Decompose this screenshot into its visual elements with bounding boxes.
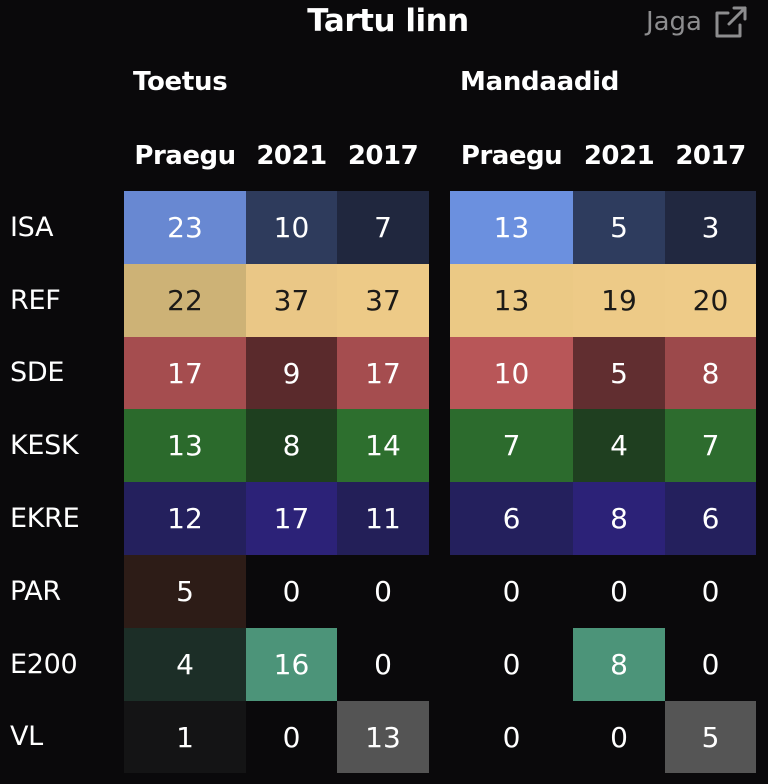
cell-toetus-ref-praegu: 22 — [124, 264, 246, 337]
external-link-icon — [715, 6, 747, 38]
column-header-toetus-2017: 2017 — [347, 141, 419, 171]
cell-mandaadid-e200-2021: 8 — [573, 628, 665, 701]
cell-mandaadid-e200-praegu: 0 — [502, 648, 521, 681]
row-label-isa: ISA — [10, 212, 54, 243]
cell-toetus-ekre-2021: 17 — [246, 482, 337, 555]
cell-toetus-vl-2017: 13 — [337, 701, 429, 773]
cell-toetus-ekre-2017: 11 — [337, 482, 429, 555]
cell-toetus-vl-2021: 0 — [282, 720, 301, 754]
cell-mandaadid-par-2021: 0 — [610, 575, 628, 608]
cell-mandaadid-ekre-2021: 8 — [573, 482, 665, 555]
column-header-mandaadid-2021: 2021 — [583, 141, 655, 171]
row-label-ref: REF — [10, 285, 61, 316]
row-label-ekre: EKRE — [10, 503, 80, 534]
cell-mandaadid-kesk-2017: 7 — [665, 409, 756, 482]
column-header-mandaadid-2017: 2017 — [675, 141, 746, 171]
cell-mandaadid-ref-2021: 19 — [573, 264, 665, 337]
share-button[interactable]: Jaga — [646, 2, 748, 42]
cell-toetus-kesk-praegu: 13 — [124, 409, 246, 482]
cell-toetus-vl-praegu: 1 — [124, 701, 246, 773]
group-title-mandaadid: Mandaadid — [460, 67, 620, 97]
cell-toetus-ref-2017: 37 — [337, 264, 429, 337]
share-label: Jaga — [645, 7, 702, 37]
cell-toetus-isa-2021: 10 — [246, 191, 337, 264]
row-label-par: PAR — [10, 576, 61, 607]
cell-mandaadid-isa-praegu: 13 — [450, 191, 573, 264]
cell-mandaadid-kesk-praegu: 7 — [450, 409, 573, 482]
column-header-mandaadid-praegu: Praegu — [460, 141, 563, 171]
cell-toetus-par-praegu: 5 — [124, 555, 246, 628]
cell-toetus-sde-2021: 9 — [246, 337, 337, 409]
cell-toetus-kesk-2017: 14 — [337, 409, 429, 482]
cell-toetus-kesk-2021: 8 — [246, 409, 337, 482]
cell-toetus-ekre-praegu: 12 — [124, 482, 246, 555]
column-header-toetus-2021: 2021 — [256, 141, 327, 171]
cell-toetus-e200-2017: 0 — [374, 648, 392, 681]
row-label-kesk: KESK — [10, 430, 79, 461]
cell-mandaadid-par-praegu: 0 — [502, 575, 521, 608]
cell-mandaadid-sde-2017: 8 — [665, 337, 756, 409]
row-label-vl: VL — [10, 721, 43, 752]
group-title-toetus: Toetus — [133, 67, 228, 97]
cell-mandaadid-vl-2021: 0 — [610, 720, 628, 754]
row-label-e200: E200 — [10, 649, 78, 680]
column-header-toetus-praegu: Praegu — [134, 141, 236, 171]
cell-mandaadid-ekre-2017: 6 — [665, 482, 756, 555]
cell-toetus-ref-2021: 37 — [246, 264, 337, 337]
cell-toetus-e200-2021: 16 — [246, 628, 337, 701]
cell-mandaadid-ref-praegu: 13 — [450, 264, 573, 337]
cell-toetus-sde-praegu: 17 — [124, 337, 246, 409]
cell-mandaadid-sde-praegu: 10 — [450, 337, 573, 409]
cell-toetus-e200-praegu: 4 — [124, 628, 246, 701]
cell-mandaadid-par-2017: 0 — [701, 575, 720, 608]
cell-toetus-par-2017: 0 — [374, 575, 392, 608]
cell-toetus-isa-praegu: 23 — [124, 191, 246, 264]
cell-mandaadid-isa-2021: 5 — [573, 191, 665, 264]
cell-toetus-par-2021: 0 — [282, 575, 301, 608]
cell-toetus-isa-2017: 7 — [337, 191, 429, 264]
cell-mandaadid-ekre-praegu: 6 — [450, 482, 573, 555]
cell-mandaadid-e200-2017: 0 — [701, 648, 720, 681]
cell-mandaadid-sde-2021: 5 — [573, 337, 665, 409]
cell-mandaadid-vl-2017: 5 — [665, 701, 756, 773]
page-title: Tartu linn — [307, 3, 469, 39]
cell-mandaadid-ref-2017: 20 — [665, 264, 756, 337]
cell-toetus-sde-2017: 17 — [337, 337, 429, 409]
row-label-sde: SDE — [10, 357, 65, 388]
cell-mandaadid-isa-2017: 3 — [665, 191, 756, 264]
cell-mandaadid-kesk-2021: 4 — [573, 409, 665, 482]
cell-mandaadid-vl-praegu: 0 — [502, 720, 521, 754]
